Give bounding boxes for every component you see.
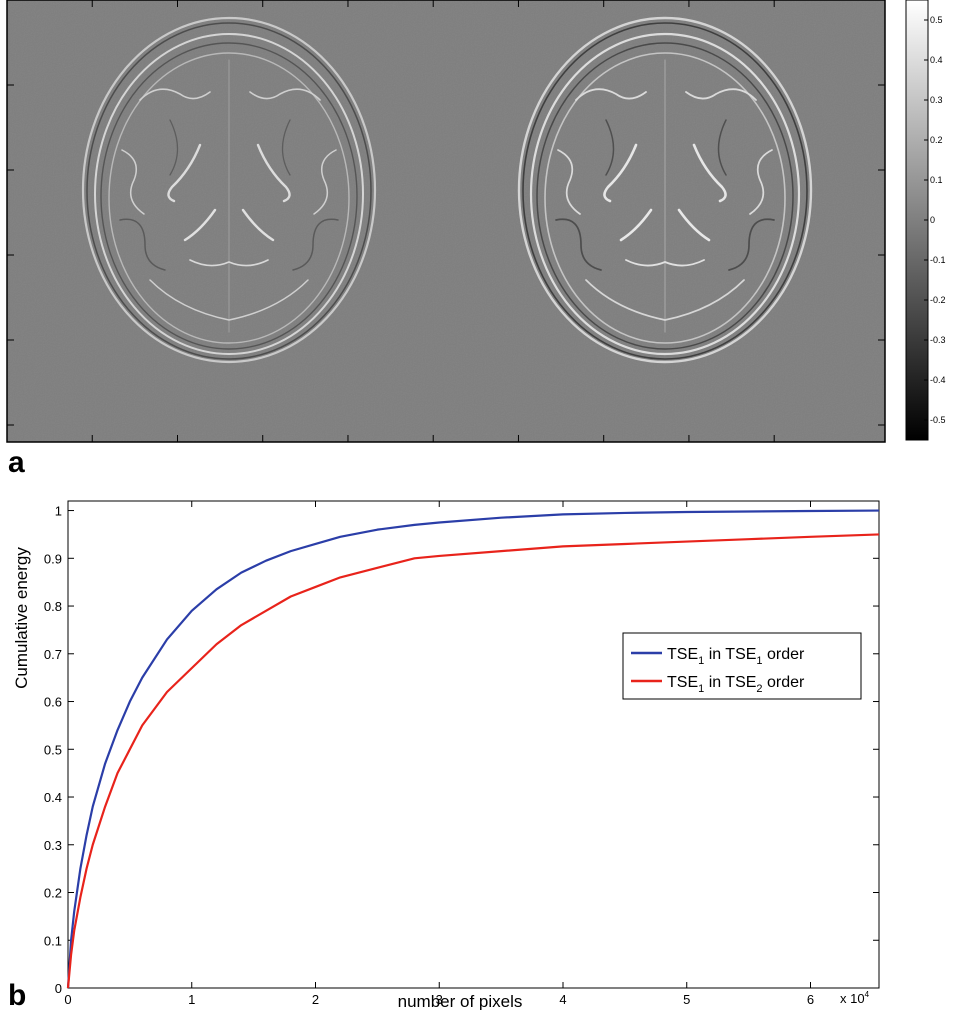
x-multiplier: x 104 xyxy=(840,990,870,1006)
legend-entry-2: TSE1 in TSE2 order xyxy=(667,674,805,695)
brain-image-left xyxy=(81,16,377,364)
x-tick-label: 4 xyxy=(559,992,566,1007)
colorbar-ticks: 0.5 0.4 0.3 0.2 0.1 0 -0.1 -0.2 -0.3 -0.4 -0.5 xyxy=(924,15,946,425)
y-tick-label: 0.3 xyxy=(44,838,62,853)
colorbar-tick-label: -0.4 xyxy=(930,375,946,385)
y-tick-label: 0.8 xyxy=(44,599,62,614)
y-axis-label: Cumulative energy xyxy=(12,547,31,689)
colorbar-tick-label: -0.1 xyxy=(930,255,946,265)
x-tick-label: 3 xyxy=(436,992,443,1007)
x-tick-label: 5 xyxy=(683,992,690,1007)
y-tick-label: 0.6 xyxy=(44,695,62,710)
colorbar-tick-label: -0.2 xyxy=(930,295,946,305)
x-axis-label: number of pixels xyxy=(398,992,523,1010)
colorbar-tick-label: 0 xyxy=(930,215,935,225)
colorbar-tick-label: 0.1 xyxy=(930,175,943,185)
colorbar-tick-label: -0.3 xyxy=(930,335,946,345)
y-tick-label: 0.4 xyxy=(44,790,62,805)
brain-image-right xyxy=(517,16,813,364)
y-tick-label: 0.2 xyxy=(44,886,62,901)
x-axis: 0 1 2 3 4 5 6 xyxy=(64,501,814,1007)
image-ticks xyxy=(7,0,885,442)
image-frame xyxy=(6,0,886,443)
colorbar: 0.5 0.4 0.3 0.2 0.1 0 -0.1 -0.2 -0.3 -0.4 -0.5 xyxy=(905,0,946,441)
series-line-2 xyxy=(66,533,880,989)
x-tick-label: 0 xyxy=(64,992,71,1007)
y-tick-label: 0.9 xyxy=(44,551,62,566)
y-tick-label: 1 xyxy=(55,504,62,519)
image-panel xyxy=(6,0,886,443)
colorbar-tick-label: 0.4 xyxy=(930,55,943,65)
plot-area xyxy=(67,500,880,989)
legend-box xyxy=(622,632,862,700)
colorbar-tick-label: 0.5 xyxy=(930,15,943,25)
series-layer xyxy=(66,509,880,989)
y-tick-label: 0.5 xyxy=(44,742,62,757)
x-tick-label: 1 xyxy=(188,992,195,1007)
x-tick-label: 2 xyxy=(312,992,319,1007)
panel-label-a: a xyxy=(8,446,25,479)
colorbar-tick-label: 0.3 xyxy=(930,95,943,105)
y-axis: 0 0.1 0.2 0.3 0.4 0.5 0.6 0.7 0.8 0.9 1 xyxy=(44,504,879,996)
x-tick-label: 6 xyxy=(807,992,814,1007)
legend: TSE1 in TSE1 order TSE1 in TSE2 order xyxy=(622,632,862,700)
y-tick-label: 0.7 xyxy=(44,647,62,662)
colorbar-tick-label: -0.5 xyxy=(930,415,946,425)
panel-label-b: b xyxy=(8,979,26,1010)
chart-panel: 0 1 2 3 4 5 6 0 0.1 0.2 0.3 0.4 0.5 0.6 0.7 0.8 0.9 1 nu… xyxy=(12,500,880,1010)
y-tick-label: 0 xyxy=(55,981,62,996)
legend-entry-1: TSE1 in TSE1 order xyxy=(667,646,805,667)
colorbar-tick-label: 0.2 xyxy=(930,135,943,145)
series-line-1 xyxy=(66,509,880,989)
y-tick-label: 0.1 xyxy=(44,933,62,948)
